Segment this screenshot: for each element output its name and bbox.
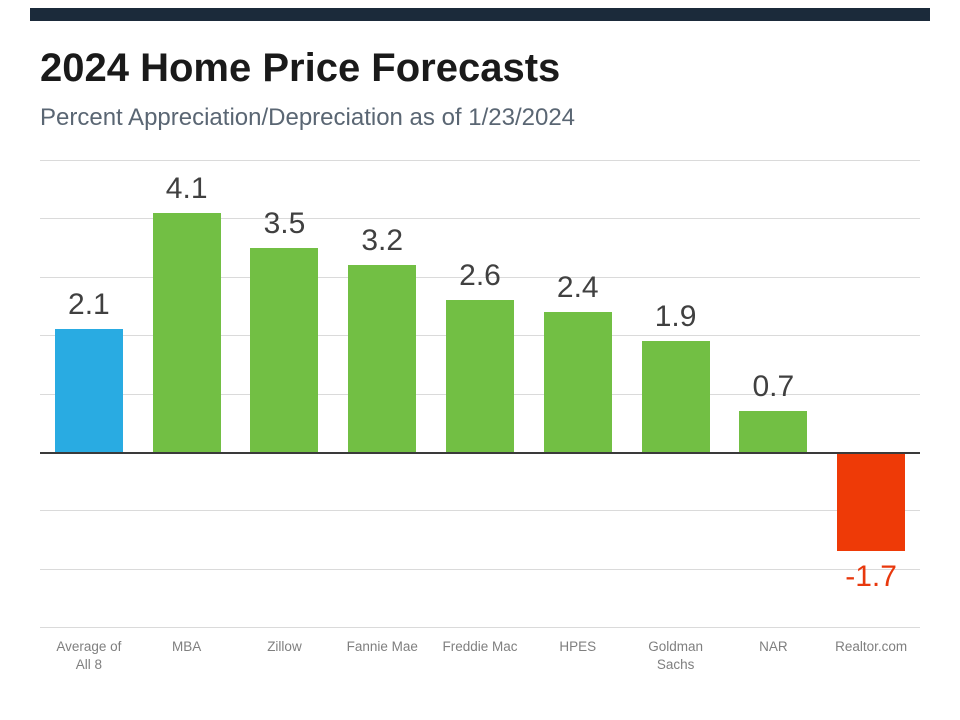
chart-subtitle: Percent Appreciation/Depreciation as of … <box>40 104 576 131</box>
x-axis-label: Realtor.com <box>835 639 908 654</box>
bar-value-label: 3.2 <box>361 224 404 258</box>
bar-value-label: 2.4 <box>556 270 599 304</box>
bar-0 <box>54 329 123 452</box>
x-axis-label: NAR <box>759 639 788 654</box>
bar-chart: 2.1 4.1 3.5 3.2 2.6 2.4 1.9 0.7 -1.7 <box>40 160 920 628</box>
x-axis-label: Fannie Mae <box>346 639 418 654</box>
bar-2 <box>250 247 319 452</box>
bar-value-label: -1.7 <box>845 560 897 594</box>
grid-line <box>40 510 920 512</box>
x-axis-labels: Average of All 8 MBA Zillow Fannie Mae Fredd… <box>40 638 920 674</box>
bar-4 <box>446 300 514 452</box>
bar-value-label: 0.7 <box>752 370 795 403</box>
x-axis-label: Goldman Sachs <box>648 639 703 673</box>
bar-3 <box>348 265 417 452</box>
x-axis-label: Freddie Mac <box>442 639 518 654</box>
chart-title: 2024 Home Price Forecasts <box>40 46 561 90</box>
bar-value-label: 2.1 <box>68 288 110 322</box>
grid-line <box>40 568 920 570</box>
bar-8 <box>837 453 906 552</box>
bar-value-label: 4.1 <box>165 171 208 205</box>
bar-value-label: 3.5 <box>263 206 306 240</box>
bar-value-label: 2.6 <box>459 259 501 293</box>
bar-5 <box>543 311 612 452</box>
bar-value-label: 1.9 <box>654 299 697 333</box>
bar-1 <box>152 212 221 452</box>
grid-line <box>40 627 920 628</box>
header-accent-bar <box>30 8 930 21</box>
x-axis-label: HPES <box>559 639 597 654</box>
grid-line <box>40 276 920 278</box>
x-axis-label: Zillow <box>267 639 302 654</box>
x-axis-label: Average of All 8 <box>56 639 122 673</box>
grid-line <box>40 160 920 161</box>
bar-7 <box>739 411 808 452</box>
zero-axis-line <box>40 451 920 454</box>
bar-6 <box>641 340 710 452</box>
grid-line <box>40 218 920 220</box>
x-axis-label: MBA <box>172 639 202 654</box>
